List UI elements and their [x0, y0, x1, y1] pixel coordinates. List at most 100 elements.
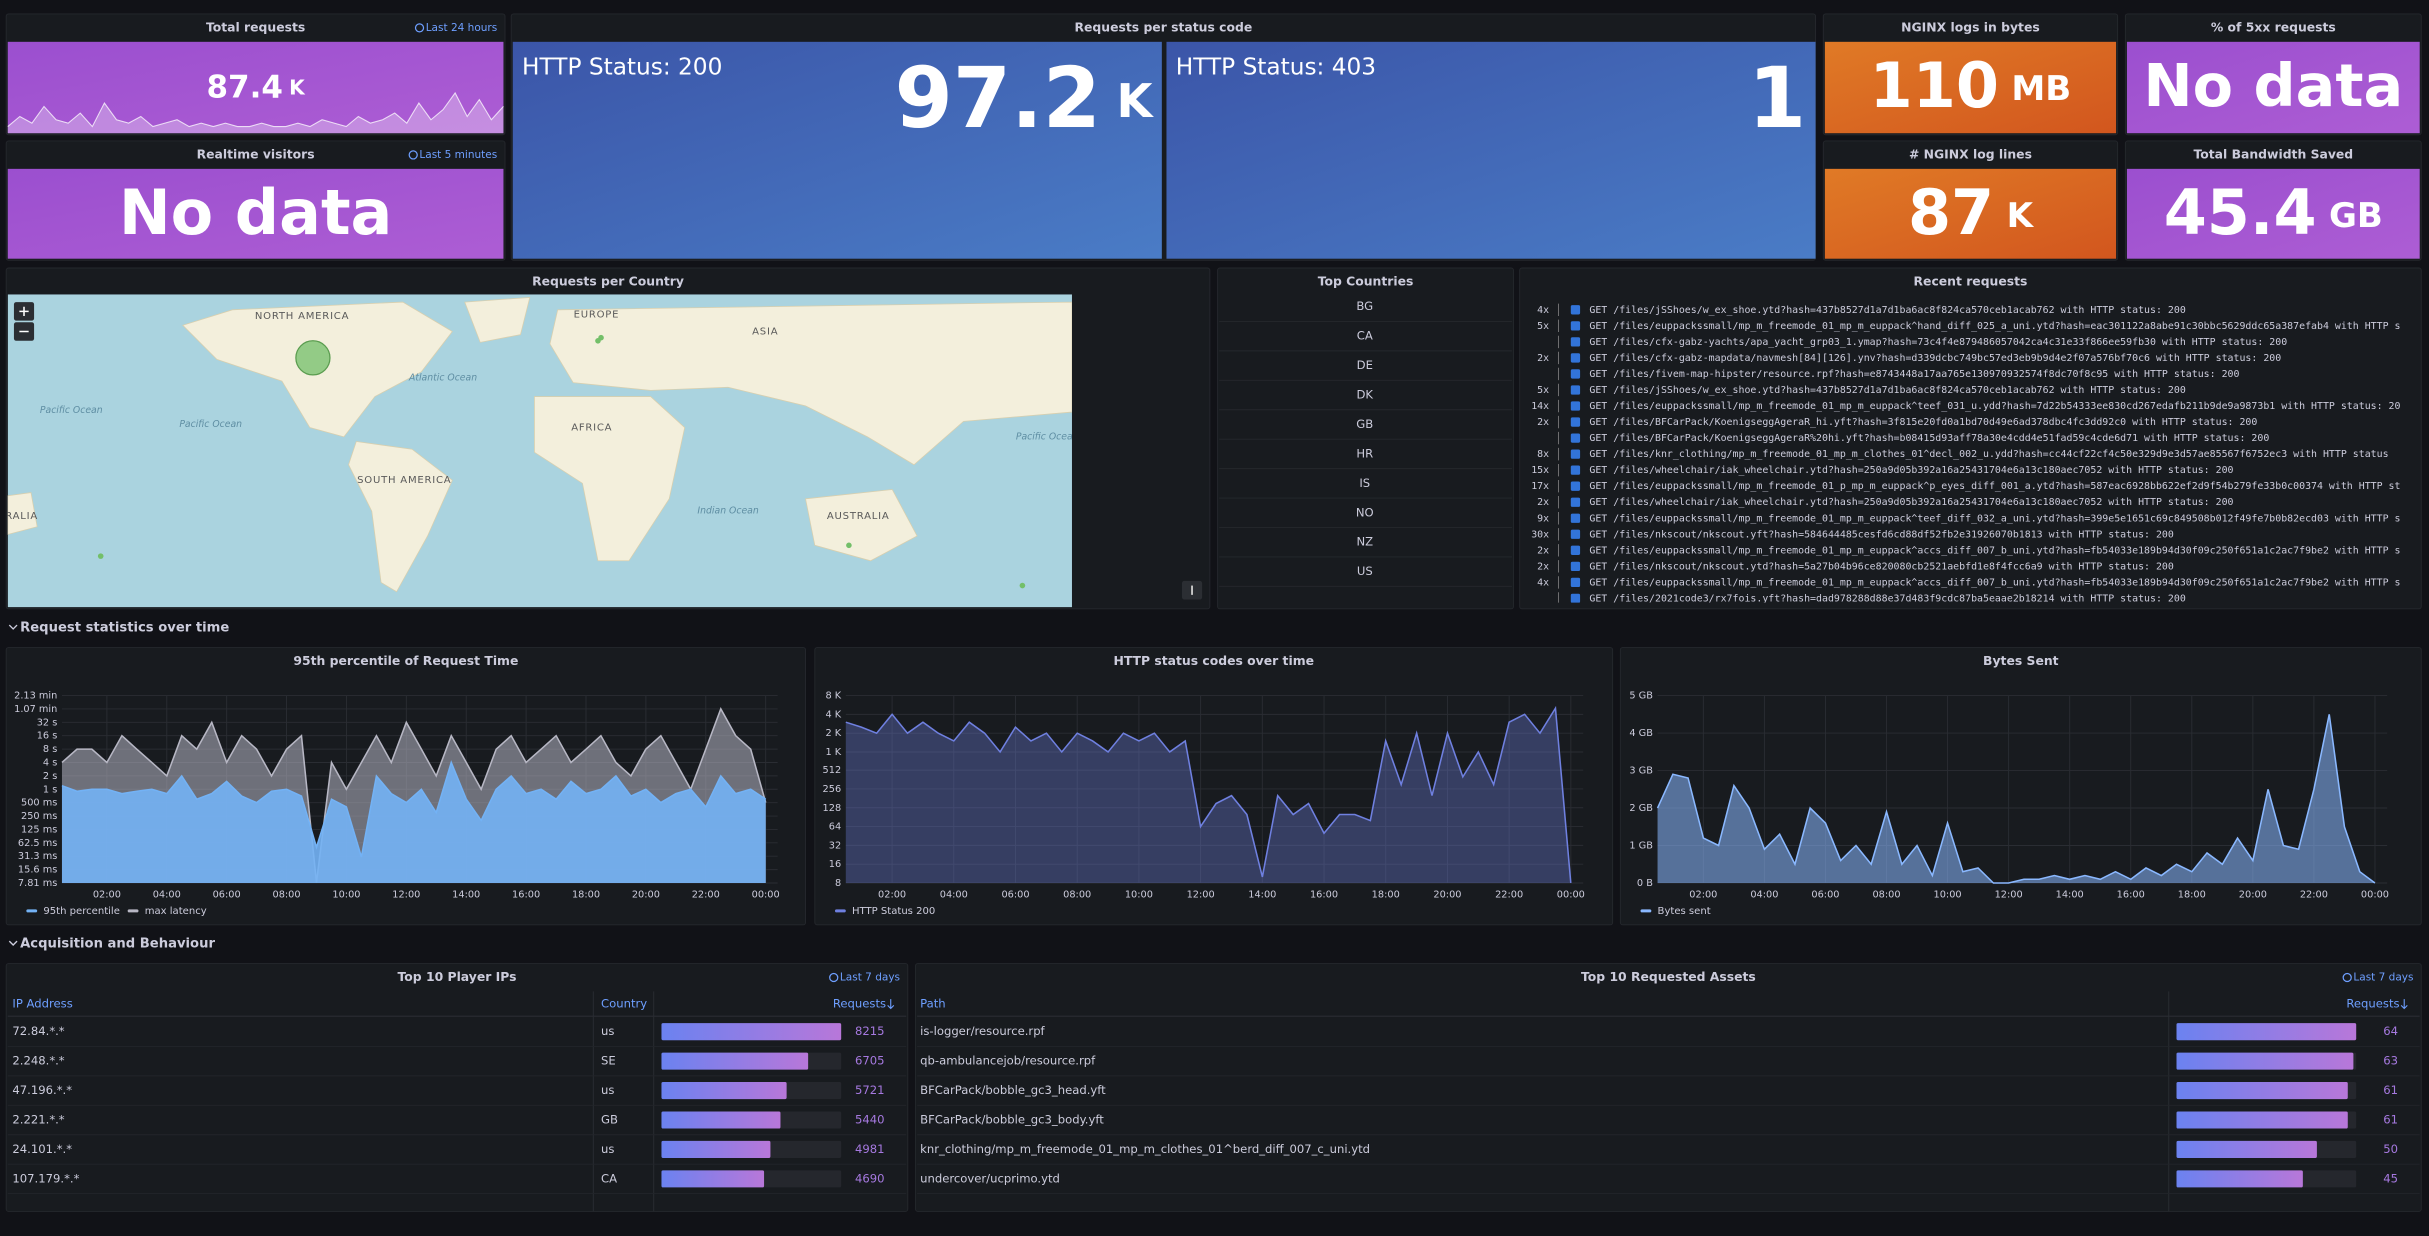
clock-icon	[2342, 972, 2352, 983]
log-count: 5x	[1537, 321, 1549, 332]
bar	[661, 1170, 765, 1188]
bar	[661, 1082, 787, 1100]
y-tick-label: 2 GB	[1629, 803, 1653, 814]
stat-value: 87.4 K	[206, 69, 306, 105]
log-level-icon	[1570, 577, 1581, 588]
log-line: GET /files/BFCarPack/KoenigseggAgeraR_hi…	[1589, 417, 2257, 428]
y-tick-label: 62.5 ms	[18, 838, 57, 849]
bar-value: 61	[2383, 1083, 2398, 1097]
log-line: GET /files/euppackssmall/mp_m_freemode_0…	[1589, 545, 2400, 556]
panel-title: 95th percentile of Request Time	[293, 653, 518, 668]
y-tick-label: 15.6 ms	[18, 865, 57, 876]
legend-label: 95th percentile	[43, 906, 120, 917]
x-tick-label: 04:00	[940, 890, 968, 901]
cell: 107.179.*.*	[12, 1171, 79, 1185]
y-tick-label: 1.07 min	[14, 704, 57, 715]
x-tick-label: 18:00	[1372, 890, 1400, 901]
bar-value: 45	[2383, 1171, 2398, 1185]
cell: 24.101.*.*	[12, 1142, 72, 1156]
stat-number: 87.4	[206, 69, 282, 105]
series-line	[1656, 714, 2376, 884]
x-tick-label: 14:00	[452, 890, 480, 901]
y-tick-label: 125 ms	[21, 824, 57, 835]
stat-number: No data	[119, 176, 393, 249]
x-tick-label: 20:00	[1433, 890, 1461, 901]
column-header[interactable]: Country	[601, 996, 647, 1010]
row-title[interactable]: Request statistics over time	[20, 620, 229, 635]
cell: knr_clothing/mp_m_freemode_01_mp_m_cloth…	[920, 1142, 1370, 1156]
map-label: AUSTRALIA	[827, 511, 890, 522]
y-tick-label: 4 GB	[1629, 728, 1653, 739]
bar-value: 6705	[855, 1054, 885, 1068]
x-tick-label: 06:00	[1001, 890, 1029, 901]
y-tick-label: 4 s	[43, 757, 57, 768]
panel-title: Requests per Country	[532, 273, 684, 288]
log-count: 2x	[1537, 497, 1549, 508]
log-level-icon	[1570, 321, 1581, 331]
panel-title: Top 10 Player IPs	[398, 969, 517, 984]
x-tick-label: 06:00	[213, 890, 241, 901]
landmass	[7, 492, 38, 535]
stat-number: No data	[2143, 51, 2403, 120]
cell: 2.248.*.*	[12, 1054, 64, 1068]
x-tick-label: 08:00	[1063, 890, 1091, 901]
cell: undercover/ucprimo.ytd	[920, 1171, 1060, 1185]
log-line: GET /files/jSShoes/w_ex_shoe.ytd?hash=43…	[1589, 305, 2185, 316]
country-dot	[846, 542, 852, 549]
country-dot	[97, 553, 104, 559]
x-tick-label: 14:00	[1248, 890, 1276, 901]
time-badge: Last 24 hours	[426, 22, 498, 34]
panel	[1519, 267, 2422, 610]
map-label: Pacific Ocean	[179, 419, 242, 430]
column-header[interactable]: Requests	[833, 996, 886, 1010]
cell: us	[601, 1142, 614, 1156]
panel-title: Total requests	[206, 19, 305, 34]
y-tick-label: 2.13 min	[14, 691, 57, 702]
log-line: GET /files/euppackssmall/mp_m_freemode_0…	[1589, 401, 2400, 412]
y-tick-label: 1 K	[825, 747, 841, 758]
log-level-icon	[1570, 417, 1581, 427]
bar-value: 61	[2383, 1113, 2398, 1127]
column-header[interactable]: Requests	[2346, 996, 2399, 1010]
series-line	[61, 760, 767, 858]
bar-value: 4981	[855, 1142, 885, 1156]
log-count: 4x	[1537, 577, 1549, 588]
map-label: NORTH AMERICA	[255, 311, 349, 322]
sort-arrow	[2400, 999, 2408, 1010]
cell: us	[601, 1083, 614, 1097]
x-tick-label: 10:00	[1934, 890, 1962, 901]
y-tick-label: 500 ms	[21, 798, 57, 809]
log-lines: 4x GET /files/jSShoes/w_ex_shoe.ytd?hash=…	[1531, 303, 2401, 603]
panel-title: NGINX logs in bytes	[1901, 19, 2040, 34]
panel-title: Recent requests	[1914, 273, 2028, 288]
stat-unit: K	[289, 75, 306, 99]
log-count: 17x	[1531, 481, 1549, 492]
country-item: US	[1357, 564, 1373, 578]
log-level-icon	[1570, 497, 1581, 507]
panel	[814, 647, 1614, 926]
x-tick-label: 18:00	[2178, 890, 2206, 901]
y-tick-label: 5 GB	[1629, 691, 1653, 702]
zoom-glyph	[19, 306, 29, 333]
x-tick-label: 18:00	[572, 890, 600, 901]
log-line: GET /files/euppackssmall/mp_m_freemode_0…	[1589, 513, 2400, 524]
landmass	[348, 441, 453, 593]
map-label: Indian Ocean	[697, 506, 758, 517]
y-tick-label: 16 s	[37, 731, 58, 742]
column-header[interactable]: Path	[920, 996, 946, 1010]
column-header[interactable]: IP Address	[12, 996, 72, 1010]
legend-label: Bytes sent	[1658, 906, 1711, 917]
country-item: CA	[1357, 329, 1373, 343]
y-tick-label: 250 ms	[21, 811, 57, 822]
sparkline	[7, 91, 504, 128]
log-line: GET /files/wheelchair/iak_wheelchair.ytd…	[1589, 497, 2233, 508]
time-badge: Last 5 minutes	[419, 149, 497, 161]
status-label: HTTP Status: 200	[522, 54, 722, 81]
landmass	[534, 396, 686, 562]
y-tick-label: 512	[823, 765, 842, 776]
row-title[interactable]: Acquisition and Behaviour	[20, 936, 215, 951]
row-chevron	[8, 624, 18, 630]
x-tick-label: 10:00	[1125, 890, 1153, 901]
bar	[2176, 1082, 2348, 1100]
x-tick-label: 00:00	[2361, 890, 2389, 901]
